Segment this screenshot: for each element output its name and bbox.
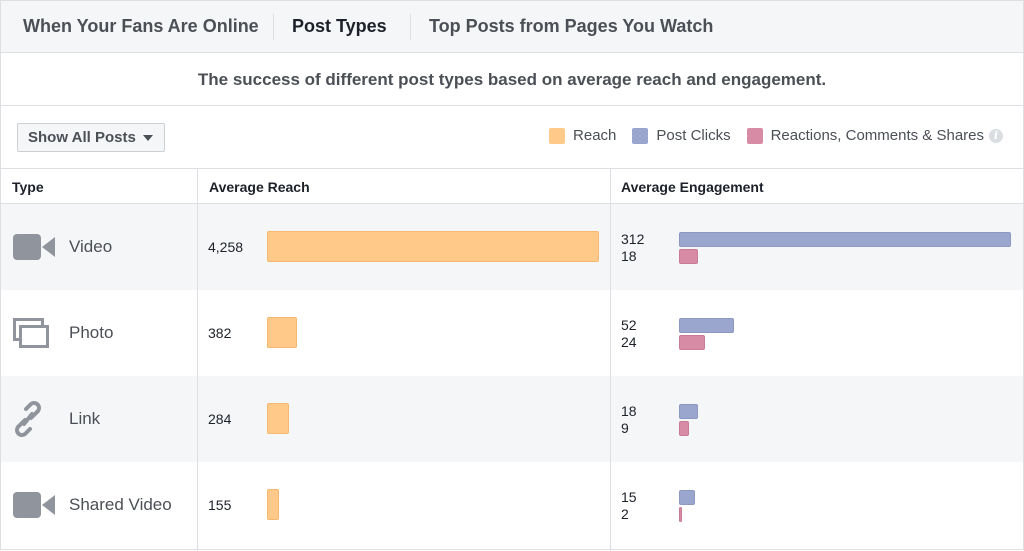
post-clicks-bar (679, 404, 698, 419)
tab-when-fans-online[interactable]: When Your Fans Are Online (23, 16, 259, 36)
legend-item-reach: Reach (549, 127, 616, 144)
reach-value: 4,258 (208, 239, 244, 255)
table-body: Video 4,258 312 18 Photo 382 52 24 Link 284 18 9 Sha… (1, 204, 1023, 548)
post-type-label: Link (69, 409, 101, 428)
photo-stack-icon (13, 315, 57, 351)
video-camera-icon (13, 229, 57, 265)
legend-swatch-reactions (746, 127, 763, 144)
table-row: Link 284 18 9 (1, 376, 1023, 462)
legend-label: Post Clicks (656, 127, 731, 144)
legend-item-post-clicks: Post Clicks (632, 127, 731, 144)
post-clicks-bar (679, 490, 695, 505)
section-subtitle: The success of different post types base… (1, 54, 1023, 106)
reach-value: 155 (208, 497, 232, 513)
reach-bar (267, 489, 279, 520)
reactions-value: 24 (621, 334, 637, 350)
post-clicks-value: 52 (621, 317, 637, 333)
post-clicks-bar (679, 318, 734, 333)
controls-row: Show All Posts Reach Post Clicks Reactio… (1, 107, 1023, 168)
legend: Reach Post Clicks Reactions, Comments & … (533, 127, 1003, 144)
post-type-label: Video (69, 237, 113, 256)
post-type-label: Shared Video (69, 495, 172, 514)
tab-divider (273, 13, 274, 40)
column-divider (197, 168, 198, 551)
post-clicks-value: 312 (621, 231, 645, 247)
show-all-posts-dropdown[interactable]: Show All Posts (17, 123, 165, 152)
tab-top-posts[interactable]: Top Posts from Pages You Watch (429, 16, 714, 36)
reactions-bar (679, 249, 698, 264)
type-cell: Shared Video (13, 462, 172, 548)
insights-tabs: When Your Fans Are Online Post Types Top… (1, 1, 1023, 53)
dropdown-label: Show All Posts (28, 129, 136, 146)
type-cell: Link (13, 376, 100, 462)
column-divider (610, 168, 611, 551)
post-clicks-bar (679, 232, 1011, 247)
table-row: Photo 382 52 24 (1, 290, 1023, 376)
header-type: Type (12, 178, 44, 195)
reach-value: 284 (208, 411, 232, 427)
legend-label: Reach (573, 127, 617, 144)
type-cell: Video (13, 204, 112, 290)
post-types-table: Type Average Reach Average Engagement Vi… (1, 168, 1023, 551)
type-cell: Photo (13, 290, 113, 376)
reactions-bar (679, 421, 689, 436)
reach-value: 382 (208, 325, 232, 341)
reactions-bar (679, 507, 682, 522)
reactions-bar (679, 335, 705, 350)
reach-bar (267, 317, 297, 348)
info-icon[interactable]: i (989, 128, 1003, 143)
table-row: Video 4,258 312 18 (1, 204, 1023, 290)
caret-down-icon (142, 134, 153, 141)
post-type-label: Photo (69, 323, 114, 342)
reach-bar (267, 403, 289, 434)
legend-label: Reactions, Comments & Shares (770, 127, 984, 144)
legend-swatch-post-clicks (632, 127, 649, 144)
legend-item-reactions: Reactions, Comments & Shares i (746, 127, 1003, 144)
reactions-value: 2 (621, 506, 629, 522)
legend-swatch-reach (549, 127, 566, 144)
reactions-value: 9 (621, 420, 629, 436)
link-icon (13, 401, 57, 437)
reach-bar (267, 231, 599, 262)
video-camera-icon (13, 487, 57, 523)
tab-post-types[interactable]: Post Types (292, 16, 387, 36)
reactions-value: 18 (621, 248, 637, 264)
tab-divider (410, 13, 411, 40)
post-clicks-value: 15 (621, 489, 637, 505)
header-average-engagement: Average Engagement (621, 178, 764, 195)
post-clicks-value: 18 (621, 403, 637, 419)
table-row: Shared Video 155 15 2 (1, 462, 1023, 548)
header-average-reach: Average Reach (209, 178, 310, 195)
table-header: Type Average Reach Average Engagement (1, 168, 1023, 204)
